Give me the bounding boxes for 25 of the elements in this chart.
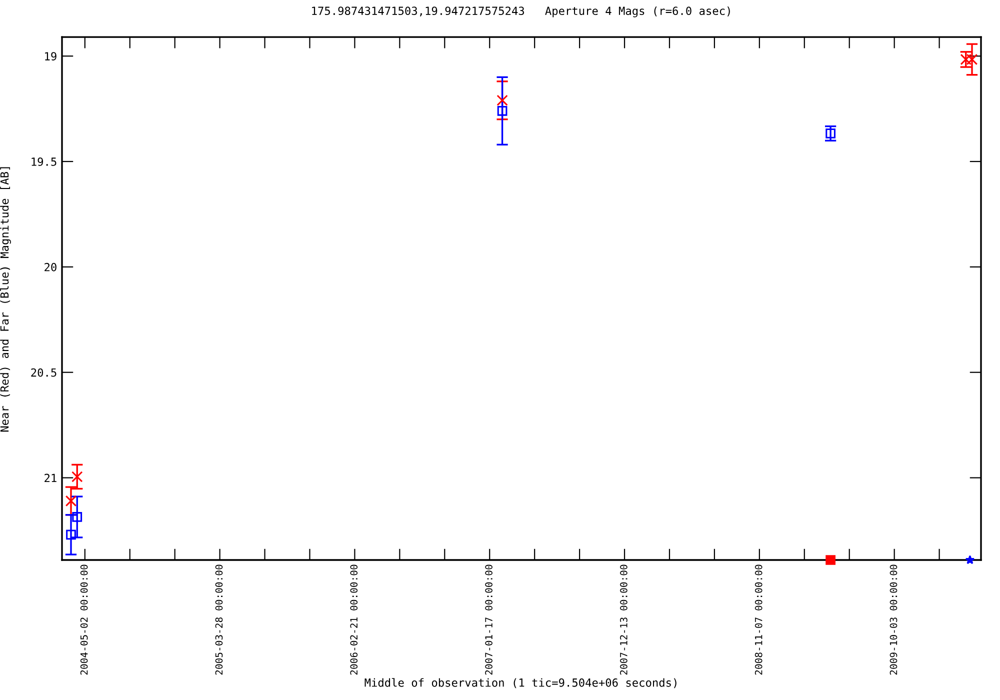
- y-tick-label: 20.5: [31, 368, 56, 377]
- point: [72, 471, 83, 482]
- point: [965, 555, 975, 564]
- x-tick-label: 2008-11-07 00:00:00: [754, 564, 762, 675]
- point: [66, 530, 76, 540]
- y-tick-label: 20: [44, 262, 56, 272]
- x-tick-label: 2009-10-03 00:00:00: [890, 564, 898, 675]
- x-tick-label: 2007-12-13 00:00:00: [620, 564, 628, 675]
- point: [496, 94, 508, 106]
- point: [497, 106, 508, 116]
- y-tick-label: 21: [44, 474, 56, 482]
- y-tick-label: 19.5: [32, 158, 56, 166]
- x-tick-label: 2005-03-28 00:00:00: [215, 564, 223, 675]
- x-tick-label: 2004-05-02 00:00:00: [80, 564, 88, 675]
- y-tick-label: 19: [45, 52, 56, 60]
- point: [65, 495, 77, 507]
- chart-title: 175.987431471503,19.947217575243 Aperture 4 Mags (r=6.0 asec): [312, 6, 730, 18]
- x-axis-title: Middle of observation (1 tic=9.504e+06 seconds): [364, 678, 676, 688]
- x-tick-label: 2006-02-21 00:00:00: [350, 564, 358, 675]
- point: [966, 54, 978, 66]
- point: [72, 512, 82, 522]
- point: [826, 555, 836, 565]
- point: [826, 128, 836, 138]
- y-axis-title: Near (Red) and Far (Blue) Magnitude [AB]: [0, 167, 11, 432]
- x-tick-label: 2007-01-17 00:00:00: [485, 564, 492, 675]
